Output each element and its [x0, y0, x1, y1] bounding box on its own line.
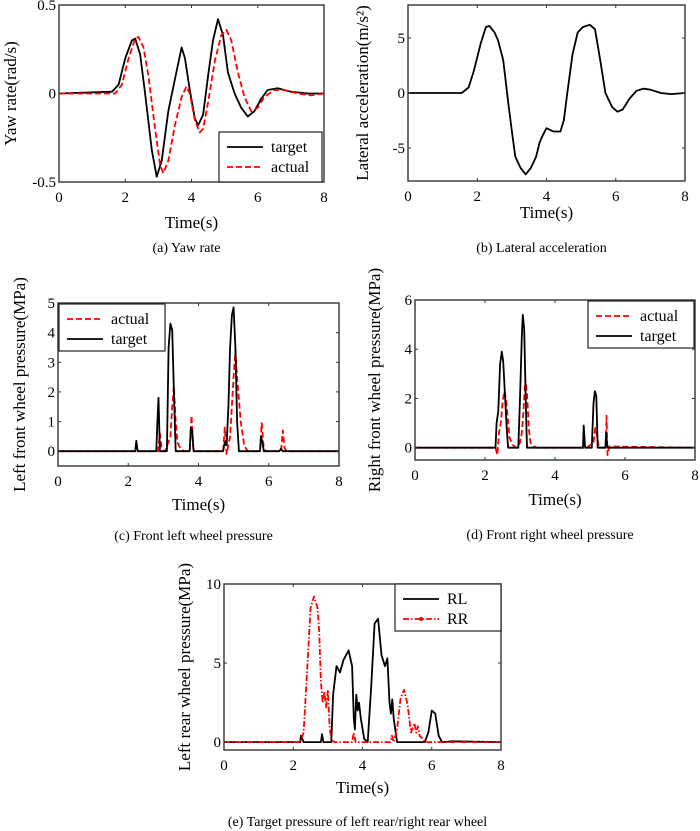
- x-tick-label: 8: [691, 468, 699, 484]
- y-tick-label: 4: [405, 342, 413, 358]
- legend: actual target: [587, 300, 695, 349]
- x-tick-label: 8: [497, 758, 505, 774]
- x-tick-label: 0: [55, 190, 63, 206]
- legend-box: [587, 300, 695, 349]
- legend-marker: [419, 617, 423, 621]
- y-tick-label: 10: [206, 577, 221, 593]
- x-axis-label: Time(s): [520, 203, 573, 222]
- x-tick-label: 2: [122, 190, 130, 206]
- chart-panel-e: 0 2 4 6 8 0 5 10 Time(s) Left rear wheel pressure…: [175, 563, 505, 830]
- y-axis-label: Left rear wheel pressure(MPa): [175, 563, 194, 771]
- x-tick-label: 8: [335, 474, 343, 490]
- x-tick-label: 4: [543, 189, 551, 205]
- x-tick-label: 2: [474, 189, 482, 205]
- legend-box: [58, 303, 166, 352]
- figure-caption: (e) Target pressure of left rear/right r…: [228, 815, 487, 830]
- y-tick-label: 6: [405, 293, 413, 309]
- figure-caption: (b) Lateral acceleration: [476, 241, 607, 256]
- x-tick-label: 8: [320, 190, 328, 206]
- x-tick-label: 2: [125, 474, 133, 490]
- y-axis-label: Yaw rate(rad/s): [1, 41, 20, 146]
- series-line-target: [415, 313, 695, 449]
- x-tick-label: 6: [612, 189, 620, 205]
- x-tick-label: 6: [265, 474, 273, 490]
- y-axis-label: Lateral acceleration(m/s²): [353, 5, 372, 180]
- y-tick-label: 0: [49, 87, 57, 103]
- series-line-actual: [58, 349, 339, 456]
- x-tick-label: 4: [188, 190, 196, 206]
- legend-label-target: target: [111, 331, 148, 348]
- y-tick-label: 5: [48, 296, 56, 312]
- y-axis-label: Right front wheel pressure(MPa): [365, 268, 384, 492]
- figure-caption: (c) Front left wheel pressure: [114, 529, 273, 544]
- chart-panel-c: 0 2 4 6 8 0 1 2 3 4 5 Time(s) Left front wheel press…: [10, 277, 343, 544]
- y-tick-label: 4: [48, 326, 56, 342]
- y-tick-label: -5: [393, 141, 406, 157]
- x-axis-label: Time(s): [336, 778, 389, 797]
- y-tick-label: 3: [48, 355, 56, 371]
- x-tick-label: 6: [621, 468, 629, 484]
- y-tick-label: 0: [398, 86, 406, 102]
- y-tick-label: 2: [405, 391, 413, 407]
- x-tick-label: 0: [54, 474, 62, 490]
- y-tick-label: 1: [48, 415, 56, 431]
- series-line-rr: [224, 595, 501, 743]
- y-tick-label: 5: [398, 31, 406, 47]
- series-line-actual: [59, 28, 324, 175]
- x-axis-label: Time(s): [165, 213, 218, 232]
- y-tick-label: 0.5: [37, 0, 56, 14]
- y-tick-label: 0: [48, 444, 56, 460]
- x-tick-label: 6: [254, 190, 262, 206]
- chart-panel-d: 0 2 4 6 8 0 2 4 6 Time(s) Right front wheel pressu…: [365, 268, 699, 543]
- y-tick-label: 5: [214, 656, 222, 672]
- series-line-actual: [415, 377, 695, 457]
- x-tick-label: 0: [220, 758, 228, 774]
- y-axis-label: Left front wheel pressure(MPa): [10, 277, 29, 492]
- legend: actual target: [58, 303, 166, 352]
- x-tick-label: 4: [195, 474, 203, 490]
- x-tick-label: 0: [404, 189, 412, 205]
- x-tick-label: 0: [411, 468, 419, 484]
- y-tick-label: 0: [214, 735, 222, 751]
- legend-label-rr: RR: [447, 611, 469, 628]
- x-tick-label: 4: [551, 468, 559, 484]
- x-tick-label: 2: [290, 758, 298, 774]
- x-tick-label: 6: [428, 758, 436, 774]
- legend: target actual: [218, 131, 323, 183]
- legend-box: [218, 131, 323, 183]
- y-tick-label: 2: [48, 385, 56, 401]
- chart-panel-b: 0 2 4 6 8 -5 0 5 Time(s) Lateral acceleration(m/s…: [353, 4, 689, 256]
- legend-label-rl: RL: [447, 591, 467, 608]
- legend-box: [394, 583, 502, 632]
- series-line-target: [58, 306, 339, 453]
- legend: RL RR: [394, 583, 502, 632]
- x-tick-label: 4: [359, 758, 367, 774]
- x-tick-label: 8: [681, 189, 689, 205]
- x-axis-label: Time(s): [528, 490, 581, 509]
- legend-label-actual: actual: [640, 308, 679, 325]
- legend-label-target: target: [640, 328, 677, 345]
- legend-label-actual: actual: [111, 311, 150, 328]
- legend-label-target: target: [271, 139, 308, 156]
- y-tick-label: 0: [405, 441, 413, 457]
- series-line-lateral-acceleration: [408, 23, 685, 176]
- series-line-target: [59, 18, 324, 178]
- y-tick-label: -0.5: [32, 175, 56, 191]
- figure-caption: (a) Yaw rate: [152, 241, 220, 256]
- series-line-rl: [224, 617, 501, 743]
- x-tick-label: 2: [481, 468, 489, 484]
- figure-caption: (d) Front right wheel pressure: [466, 528, 633, 543]
- legend-label-actual: actual: [271, 159, 310, 176]
- x-axis-label: Time(s): [172, 495, 225, 514]
